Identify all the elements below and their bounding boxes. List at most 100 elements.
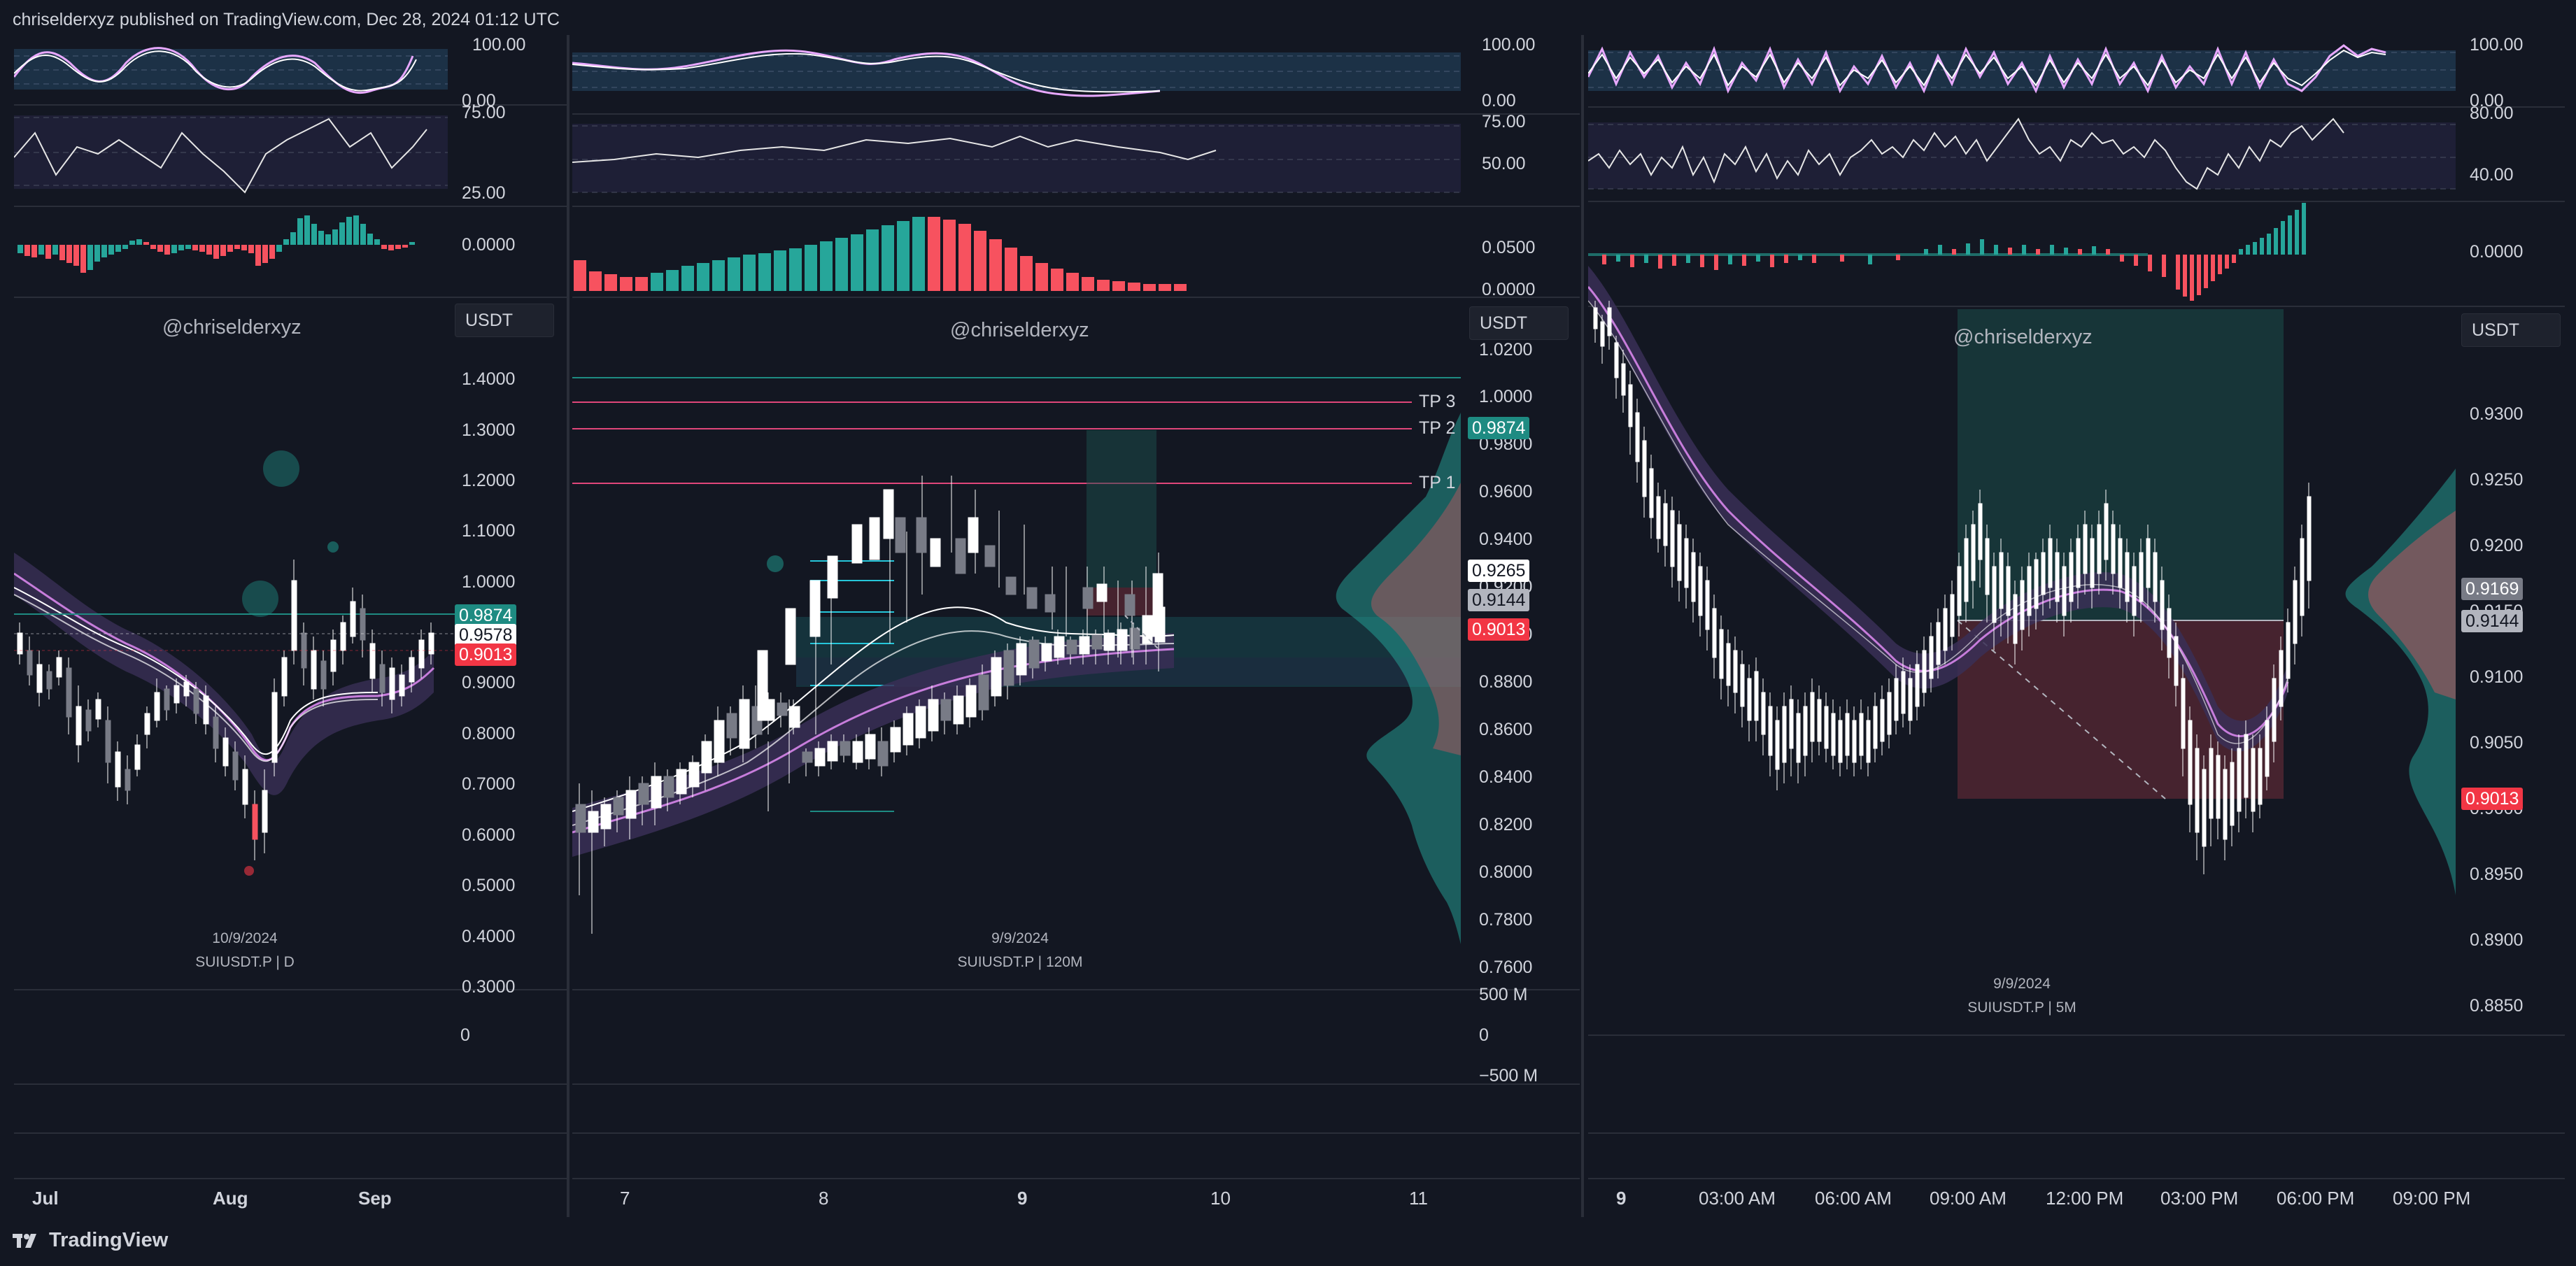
h2-currency-selector[interactable]: USDT [1469,306,1569,340]
daily-date-label: 10/9/2024 [212,930,278,946]
h2-stop-price-tag: 0.9013 [1468,618,1530,641]
h2-last-price-tag: 0.9265 [1468,560,1530,582]
time-label: 7 [620,1188,630,1209]
daily-candles [17,560,434,860]
chart-panel-5m[interactable]: 100.00 0.00 80.00 40.00 0.0000 USDT @chr… [1588,35,2565,1217]
time-label: 06:00 PM [2277,1188,2355,1209]
h2-macd-label-lower: 0.0000 [1482,280,1536,299]
time-label: 03:00 PM [2160,1188,2239,1209]
price-label: 1.4000 [462,369,516,389]
price-label: 0.7800 [1479,910,1533,930]
panel-divider[interactable] [567,35,569,1217]
price-label: 0.9400 [1479,529,1533,549]
h2-tp-price-tag: 0.9874 [1468,417,1530,439]
price-label: 1.3000 [462,420,516,440]
daily-tp-price-tag: 0.9874 [455,604,517,627]
panel-divider[interactable] [1581,35,1584,1217]
m5-chart-svg[interactable] [1588,35,2565,1217]
price-label: 1.0200 [1479,340,1533,360]
m5-rsi-label-upper: 100.00 [2470,35,2524,55]
h2-chart-svg[interactable] [572,35,1580,1217]
m5-macd-histogram [1588,203,2306,301]
chart-panel-daily[interactable]: 100.00 0.00 75.00 25.00 0.0000 USDT @chr… [14,35,567,1217]
time-label: Aug [213,1188,248,1209]
h2-stoch-label-upper: 75.00 [1482,112,1526,131]
h2-candles [575,595,1166,895]
daily-rsi-label-lower: 0.00 [462,91,496,111]
h2-watermark: @chriselderxyz [950,319,1089,341]
price-label: 0.7000 [462,774,516,794]
tp2-label: TP 2 [1419,418,1456,438]
daily-volume-label: 0 [460,1025,470,1045]
m5-volume-profile [2345,469,2456,895]
time-label: 03:00 AM [1699,1188,1776,1209]
daily-last-price-tag: 0.9578 [455,624,517,646]
m5-rsi-label-lower: 0.00 [2470,91,2504,111]
m5-stoch-label-lower: 40.00 [2470,165,2514,185]
m5-stoch-label-upper: 80.00 [2470,104,2514,123]
time-label: 06:00 AM [1815,1188,1892,1209]
h2-candles-main [591,476,1163,934]
h2-rsi-label-upper: 100.00 [1482,35,1536,55]
m5-macd-label: 0.0000 [2470,242,2524,262]
daily-chart-svg[interactable] [14,35,567,1217]
m5-currency-selector[interactable]: USDT [2461,313,2561,347]
h2-volume-label-lower: −500 M [1479,1066,1538,1086]
chart-panel-120m[interactable]: 100.00 0.00 75.00 50.00 0.0500 0.0000 US… [572,35,1580,1217]
price-label: 0.4000 [462,927,516,946]
time-label: 9 [1017,1188,1028,1209]
m5-candles [1593,301,2312,874]
price-label: 0.3000 [462,977,516,997]
time-label: 10 [1210,1188,1231,1209]
price-label: 0.8600 [1479,720,1533,739]
daily-currency-selector[interactable]: USDT [455,304,554,337]
price-label: 1.2000 [462,471,516,490]
price-label: 0.8850 [2470,996,2524,1016]
daily-stoch-label-lower: 25.00 [462,183,506,203]
price-label: 0.9050 [2470,733,2524,753]
time-label: Sep [358,1188,392,1209]
h2-entry-price-tag: 0.9144 [1468,589,1530,611]
time-label: 09:00 AM [1930,1188,2007,1209]
h2-date-label: 9/9/2024 [991,930,1049,946]
m5-stop-price-tag: 0.9013 [2461,788,2524,810]
daily-watermark: @chriselderxyz [162,316,302,339]
price-label: 0.9600 [1479,482,1533,502]
price-label: 0.8900 [2470,930,2524,950]
price-label: 1.0000 [462,572,516,592]
m5-watermark: @chriselderxyz [1953,326,2093,348]
h2-volume-label-zero: 0 [1479,1025,1489,1045]
price-label: 0.6000 [462,825,516,845]
h2-macd-label-upper: 0.0500 [1482,238,1536,257]
tp1-label: TP 1 [1419,473,1456,492]
daily-rsi-label-upper: 100.00 [472,35,526,55]
time-label: Jul [32,1188,59,1209]
price-label: 0.8800 [1479,672,1533,692]
price-label: 0.8400 [1479,767,1533,787]
daily-macd-label: 0.0000 [462,235,516,255]
h2-stoch-label-lower: 50.00 [1482,154,1526,173]
price-label: 0.8000 [1479,862,1533,882]
price-label: 0.8000 [462,724,516,744]
publisher-header: chriselderxyz published on TradingView.c… [13,10,560,29]
m5-symbol-label: SUIUSDT.P | 5M [1967,1000,2076,1016]
price-label: 0.7600 [1479,958,1533,977]
daily-stoch-label-upper: 75.00 [462,103,506,122]
h2-macd-histogram [574,217,1187,291]
price-label: 0.8950 [2470,865,2524,884]
daily-macd-histogram [17,215,415,273]
price-label: 0.9000 [462,673,516,692]
h2-rsi-label-lower: 0.00 [1482,91,1516,111]
price-label: 0.8200 [1479,815,1533,834]
price-label: 0.9200 [2470,536,2524,555]
price-label: 1.0000 [1479,387,1533,406]
time-label: 9 [1616,1188,1627,1209]
time-label: 12:00 PM [2046,1188,2124,1209]
m5-entry-price-tag: 0.9144 [2461,610,2524,632]
time-label: 09:00 PM [2393,1188,2470,1209]
tradingview-logo-icon [13,1234,36,1248]
price-label: 0.9250 [2470,470,2524,490]
price-label: 0.9300 [2470,404,2524,424]
tp3-label: TP 3 [1419,392,1456,411]
price-label: 0.9100 [2470,667,2524,687]
